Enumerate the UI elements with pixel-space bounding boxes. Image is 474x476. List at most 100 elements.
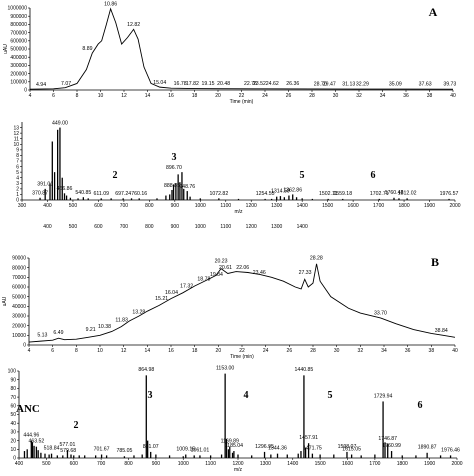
panel-b-ms-x-axis-label: m/z xyxy=(234,467,243,473)
panel-b-peak-label: 6.49 xyxy=(53,330,63,336)
panel-a-x-tick-label: 12 xyxy=(121,93,127,99)
panel-b-x-tick-label: 8 xyxy=(75,348,78,354)
panel-b-ms-annotation-2: 2 xyxy=(74,420,79,431)
panel-b-y-tick-label: 20000 xyxy=(12,323,26,329)
panel-b-x-tick-label: 16 xyxy=(168,348,174,354)
panel-b-ms-y-tick-label: 20 xyxy=(10,438,16,444)
panel-a-peak-label: 28.70 xyxy=(314,81,327,87)
panel-b-x-tick-label: 12 xyxy=(121,348,127,354)
panel-b-ms-x-tick-label: 1800 xyxy=(397,461,408,467)
panel-a-ms-lower-tick-label: 600 xyxy=(94,224,103,230)
panel-b-ms-peak-label: 1976.46 xyxy=(441,447,460,453)
panel-a-x-tick-label: 32 xyxy=(356,93,362,99)
panel-a-peak-label: 24.62 xyxy=(266,81,279,87)
panel-a-x-tick-label: 24 xyxy=(262,93,268,99)
panel-b-ms-x-tick-label: 1100 xyxy=(205,461,216,467)
panel-b-x-tick-label: 22 xyxy=(239,348,245,354)
panel-b-ms-annotation-6: 6 xyxy=(418,400,423,411)
panel-b-peak-label: 11.83 xyxy=(115,317,128,323)
panel-b-x-tick-label: 10 xyxy=(97,348,103,354)
panel-b-peak-label: 18.78 xyxy=(197,277,210,283)
panel-a-ms-lower-tick-label: 1300 xyxy=(271,224,282,230)
panel-a-panel-letter: A xyxy=(429,5,438,19)
panel-a-ms-x-tick-label: 900 xyxy=(171,203,180,209)
panel-b-x-tick-label: 24 xyxy=(263,348,269,354)
panel-a-peak-label: 8.89 xyxy=(82,46,92,52)
panel-a-ms-peak-label: 1812.02 xyxy=(398,191,417,197)
panel-b-peak-label: 20.23 xyxy=(215,258,228,264)
panel-b-x-tick-label: 28 xyxy=(310,348,316,354)
panel-b-peak-label: 19.84 xyxy=(210,272,223,278)
panel-a-x-tick-label: 16 xyxy=(168,93,174,99)
panel-b-ms-peak-label: 577.01 xyxy=(60,442,76,448)
panel-b-ms-peak-label: 1729.94 xyxy=(374,393,393,399)
panel-b-ms-peak-label: 444.96 xyxy=(23,432,39,438)
panel-b-x-tick-label: 26 xyxy=(287,348,293,354)
panel-b-ms-y-tick-label: 30 xyxy=(10,430,16,436)
panel-a-ms-peak-label: 888.85 xyxy=(164,183,180,189)
panel-b-ms-peak-label: 1153.00 xyxy=(216,366,234,372)
panel-b-ms-peak-label: 1344.36 xyxy=(268,446,287,452)
panel-b-y-tick-label: 40000 xyxy=(12,304,26,310)
panel-b-y-tick-label: 80000 xyxy=(12,265,26,271)
panel-b-x-tick-label: 30 xyxy=(334,348,340,354)
panel-a-ms-y-tick-label: 7 xyxy=(16,159,19,165)
panel-a-ms-y-tick-label: 8 xyxy=(16,153,19,159)
panel-b-x-tick-label: 18 xyxy=(192,348,198,354)
panel-b-ms-x-tick-label: 1500 xyxy=(315,461,326,467)
panel-a-ms-y-tick-label: 4 xyxy=(16,175,19,181)
panel-a-ms-x-axis-label: m/z xyxy=(234,209,243,215)
panel-a-y-tick-label: 300000 xyxy=(10,63,27,69)
panel-a-peak-label: 29.47 xyxy=(323,81,336,87)
panel-a-ms-peak-label: 948.76 xyxy=(179,184,195,190)
panel-b-ms-x-tick-label: 1300 xyxy=(260,461,271,467)
panel-b-ms-peak-label: 1760.99 xyxy=(382,443,401,449)
panel-a-x-tick-label: 22 xyxy=(239,93,245,99)
panel-b-ms-y-tick-label: 50 xyxy=(10,412,16,418)
panel-a-ms-peak-label: 1502.11 xyxy=(319,191,337,197)
panel-b-peak-label: 10.38 xyxy=(98,324,111,330)
panel-a-y-tick-label: 700000 xyxy=(10,30,27,36)
panel-a-peak-label: 17.82 xyxy=(186,81,199,87)
panel-b-ms-y-tick-label: 80 xyxy=(10,386,16,392)
panel-b-peak-label: 20.61 xyxy=(219,265,232,271)
panel-a-ms-lower-tick-label: 900 xyxy=(171,224,180,230)
panel-a-x-tick-label: 8 xyxy=(76,93,79,99)
panel-a-peak-label: 31.13 xyxy=(342,81,355,87)
panel-a-ms-x-tick-label: 500 xyxy=(69,203,78,209)
panel-a-x-tick-label: 4 xyxy=(29,93,32,99)
panel-b-x-tick-label: 32 xyxy=(358,348,364,354)
panel-b-peak-label: 16.04 xyxy=(165,290,178,296)
panel-b-ms-peak-label: 785.05 xyxy=(116,448,132,454)
panel-b-ms-x-tick-label: 600 xyxy=(70,461,79,467)
panel-a-peak-label: 22.76 xyxy=(244,81,257,87)
panel-a-peak-label: 32.29 xyxy=(356,81,369,87)
panel-b-x-tick-label: 34 xyxy=(381,348,387,354)
panel-a-peak-label: 26.36 xyxy=(286,81,299,87)
panel-a-ms-peak-label: 1314.59 xyxy=(271,188,290,194)
panel-b-ms-y-tick-label: 90 xyxy=(10,377,16,383)
panel-a-peak-label: 16.78 xyxy=(174,81,187,87)
panel-a-peak-label: 39.73 xyxy=(443,82,456,88)
panel-b-x-tick-label: 20 xyxy=(216,348,222,354)
panel-b-ms-y-tick-label: 40 xyxy=(10,421,16,427)
panel-b-x-tick-label: 4 xyxy=(28,348,31,354)
panel-a-x-tick-label: 26 xyxy=(286,93,292,99)
panel-a-y-tick-label: 600000 xyxy=(10,39,27,45)
panel-a-peak-label: 23.52 xyxy=(253,81,266,87)
panel-a-ms-peak-label: 1362.86 xyxy=(283,187,302,193)
panel-b-x-tick-label: 38 xyxy=(429,348,435,354)
panel-a-ms-y-tick-label: 12 xyxy=(13,131,19,137)
panel-a-ms-lower-tick-label: 1000 xyxy=(195,224,206,230)
panel-a-peak-label: 4.94 xyxy=(36,82,46,88)
panel-a-ms-peak-label: 896.70 xyxy=(166,165,182,171)
panel-a-peak-label: 12.82 xyxy=(127,22,140,28)
panel-a-ms-x-tick-label: 1500 xyxy=(322,203,333,209)
panel-b-x-tick-label: 14 xyxy=(145,348,151,354)
panel-a-y-axis-label: uAU xyxy=(3,44,9,54)
panel-a-y-tick-label: 500000 xyxy=(10,47,27,53)
panel-b-ms-annotation-4: 4 xyxy=(244,390,249,401)
panel-a-ms-peak-label: 760.16 xyxy=(131,191,147,197)
panel-b-peak-label: 22.06 xyxy=(236,265,249,271)
